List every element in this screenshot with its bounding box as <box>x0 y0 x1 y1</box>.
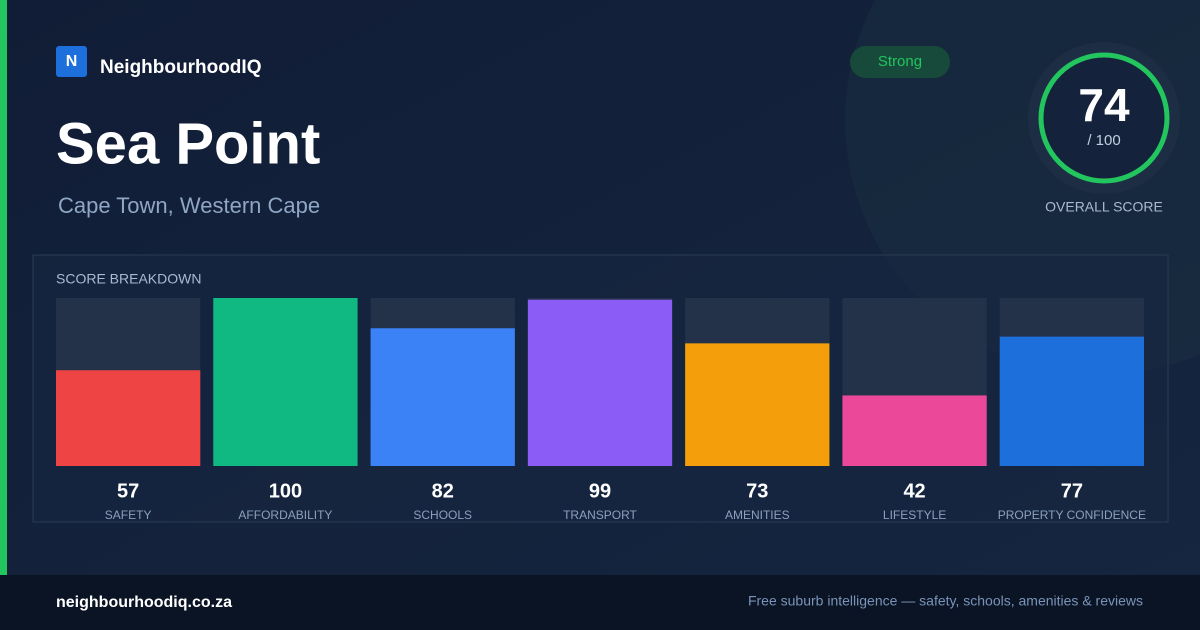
category-label: SAFETY <box>105 508 152 522</box>
subtitle: Cape Town, Western Cape <box>58 193 320 218</box>
score-ring <box>1038 52 1170 184</box>
value-label: 73 <box>746 480 768 502</box>
value-label: 99 <box>589 480 611 502</box>
bar <box>842 395 987 466</box>
value-label: 100 <box>269 480 302 502</box>
score-caption: OVERALL SCORE <box>1045 199 1163 215</box>
value-label: 82 <box>432 480 454 502</box>
category-label: LIFESTYLE <box>883 508 946 522</box>
bar <box>999 336 1144 466</box>
category-label: AFFORDABILITY <box>238 508 332 522</box>
bar <box>370 328 515 466</box>
bar <box>685 343 830 466</box>
category-label: SCHOOLS <box>413 508 472 522</box>
category-label: PROPERTY CONFIDENCE <box>998 508 1146 522</box>
logo <box>56 46 87 77</box>
footer-tagline: Free suburb intelligence — safety, schoo… <box>748 593 1143 609</box>
badge <box>850 46 950 78</box>
badge-text: Strong <box>878 53 922 70</box>
bar <box>56 370 201 466</box>
value-label: 77 <box>1061 480 1083 502</box>
category-label: TRANSPORT <box>563 508 637 522</box>
score-value: 74 <box>1078 79 1130 131</box>
suburb-title: Sea Point <box>56 111 320 176</box>
value-label: 57 <box>117 480 139 502</box>
footer <box>0 575 1200 630</box>
category-label: AMENITIES <box>725 508 790 522</box>
brand-name: NeighbourhoodIQ <box>100 57 261 78</box>
footer-url: neighbourhoodiq.co.za <box>56 594 232 611</box>
score-max: / 100 <box>1087 132 1120 149</box>
value-label: 42 <box>903 480 925 502</box>
accent-stripe <box>0 0 7 575</box>
bar <box>213 298 358 466</box>
bar <box>527 299 673 466</box>
logo-letter: N <box>66 53 78 70</box>
chart-title: SCORE BREAKDOWN <box>56 271 201 287</box>
